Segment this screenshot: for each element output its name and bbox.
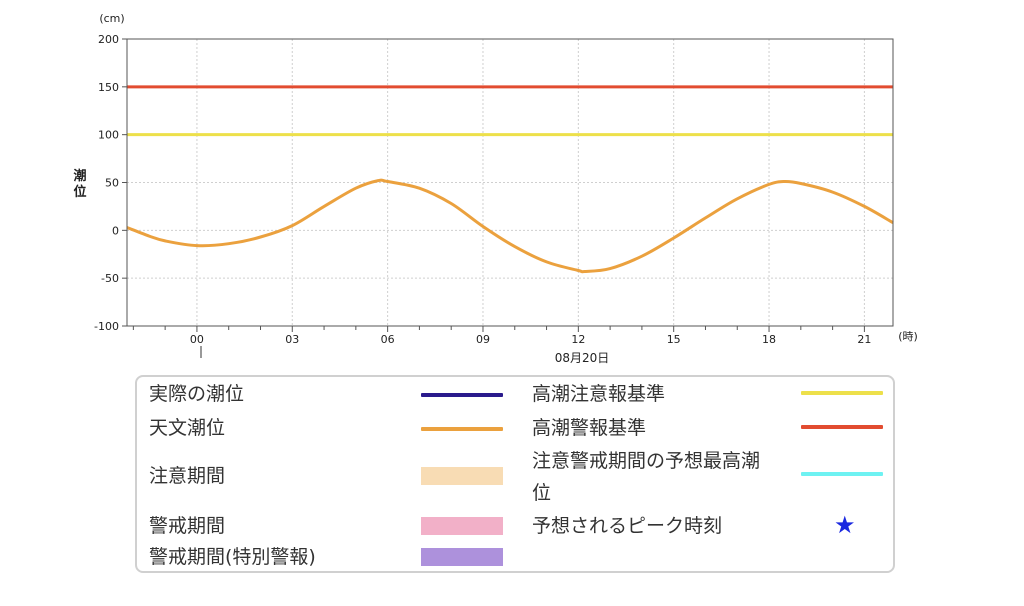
legend-swatch-forecast-peak <box>801 472 883 476</box>
y-tick-label: -50 <box>101 272 119 285</box>
y-tick-label: -100 <box>94 320 119 333</box>
y-tick-label: 200 <box>98 33 119 46</box>
y-tick-label: 100 <box>98 129 119 142</box>
legend-swatch-caution-period <box>421 467 503 485</box>
legend-label-special-period: 警戒期間(特別警報) <box>149 546 316 568</box>
y-ticks: 200 150 100 50 0 -50 -100 <box>94 33 127 333</box>
legend-label-advisory: 高潮注意報基準 <box>532 383 666 405</box>
legend-swatch-astronomical <box>421 427 503 431</box>
x-tick-label: 03 <box>285 333 299 346</box>
legend: 実際の潮位 天文潮位 注意期間 警戒期間 警戒期間(特別警報) 高潮注意報基準 … <box>135 375 895 573</box>
threshold-lines <box>127 85 893 137</box>
legend-label-warning: 高潮警報基準 <box>532 417 647 439</box>
x-unit-label: (時) <box>898 330 918 343</box>
y-unit-label: (cm) <box>99 12 124 25</box>
y-axis-label: 潮位 <box>73 168 86 200</box>
y-tick-label: 50 <box>105 177 119 190</box>
x-tick-label: 12 <box>571 333 585 346</box>
legend-swatch-advisory <box>801 391 883 395</box>
x-tick-label: 15 <box>667 333 681 346</box>
x-tick-label: 18 <box>762 333 776 346</box>
series-lines <box>126 178 894 274</box>
date-label: 08月20日 <box>555 351 610 365</box>
legend-label-warning-period: 警戒期間 <box>149 515 226 537</box>
x-tick-label: 00 <box>190 333 204 346</box>
y-tick-label: 150 <box>98 81 119 94</box>
star-icon: ★ <box>834 511 856 539</box>
x-tick-label: 09 <box>476 333 490 346</box>
legend-swatch-actual <box>421 393 503 397</box>
x-tick-label: 21 <box>857 333 871 346</box>
x-ticks: 00 03 06 09 12 15 18 21 <box>132 326 871 346</box>
legend-label-astronomical: 天文潮位 <box>149 417 226 439</box>
x-tick-label: 06 <box>381 333 395 346</box>
tide-chart: 200 150 100 50 0 -50 -100 00 03 06 09 12 15 18 21 (cm… <box>73 12 918 365</box>
legend-swatch-warning-period <box>421 517 503 535</box>
legend-swatch-special-period <box>421 548 503 566</box>
legend-swatch-warning <box>801 425 883 429</box>
y-tick-label: 0 <box>112 224 119 237</box>
legend-label-peak-time: 予想されるピーク時刻 <box>532 515 723 537</box>
legend-label-forecast-peak: 注意警戒期間の予想最高潮 <box>532 450 761 472</box>
legend-label-actual: 実際の潮位 <box>149 383 245 405</box>
legend-label-caution-period: 注意期間 <box>149 465 226 487</box>
astronomical-tide-line <box>126 178 894 274</box>
legend-label-forecast-peak-cont: 位 <box>532 482 552 504</box>
